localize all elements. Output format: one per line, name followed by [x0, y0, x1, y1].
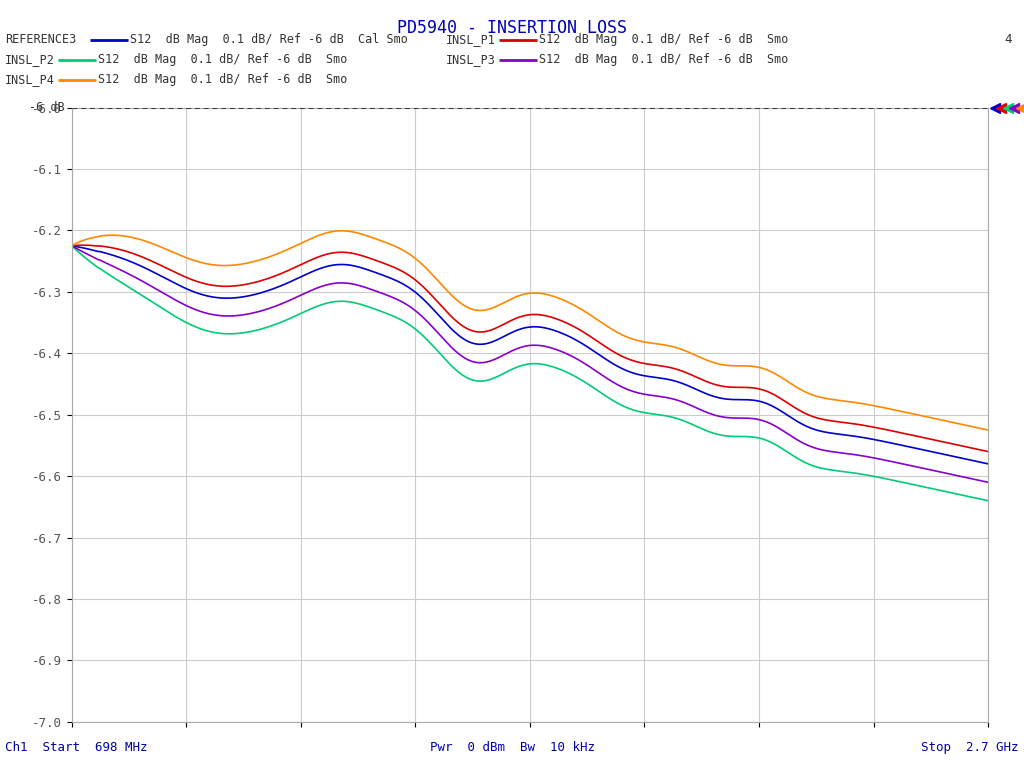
Text: -6 dB: -6 dB	[29, 101, 72, 114]
Text: PD5940 - INSERTION LOSS: PD5940 - INSERTION LOSS	[397, 19, 627, 37]
Text: S12  dB Mag  0.1 dB/ Ref -6 dB  Smo: S12 dB Mag 0.1 dB/ Ref -6 dB Smo	[539, 34, 788, 46]
Text: S12  dB Mag  0.1 dB/ Ref -6 dB  Smo: S12 dB Mag 0.1 dB/ Ref -6 dB Smo	[539, 54, 788, 66]
Text: INSL_P3: INSL_P3	[445, 54, 496, 66]
Text: S12  dB Mag  0.1 dB/ Ref -6 dB  Cal Smo: S12 dB Mag 0.1 dB/ Ref -6 dB Cal Smo	[130, 34, 408, 46]
Text: Ch1  Start  698 MHz: Ch1 Start 698 MHz	[5, 741, 147, 754]
Text: Stop  2.7 GHz: Stop 2.7 GHz	[922, 741, 1019, 754]
Text: INSL_P2: INSL_P2	[5, 54, 55, 66]
Text: INSL_P1: INSL_P1	[445, 34, 496, 46]
Text: Pwr  0 dBm  Bw  10 kHz: Pwr 0 dBm Bw 10 kHz	[429, 741, 595, 754]
Text: S12  dB Mag  0.1 dB/ Ref -6 dB  Smo: S12 dB Mag 0.1 dB/ Ref -6 dB Smo	[98, 54, 348, 66]
Text: REFERENCE3: REFERENCE3	[5, 34, 77, 46]
Text: S12  dB Mag  0.1 dB/ Ref -6 dB  Smo: S12 dB Mag 0.1 dB/ Ref -6 dB Smo	[98, 74, 348, 86]
Text: 4: 4	[1005, 34, 1012, 46]
Text: INSL_P4: INSL_P4	[5, 74, 55, 86]
